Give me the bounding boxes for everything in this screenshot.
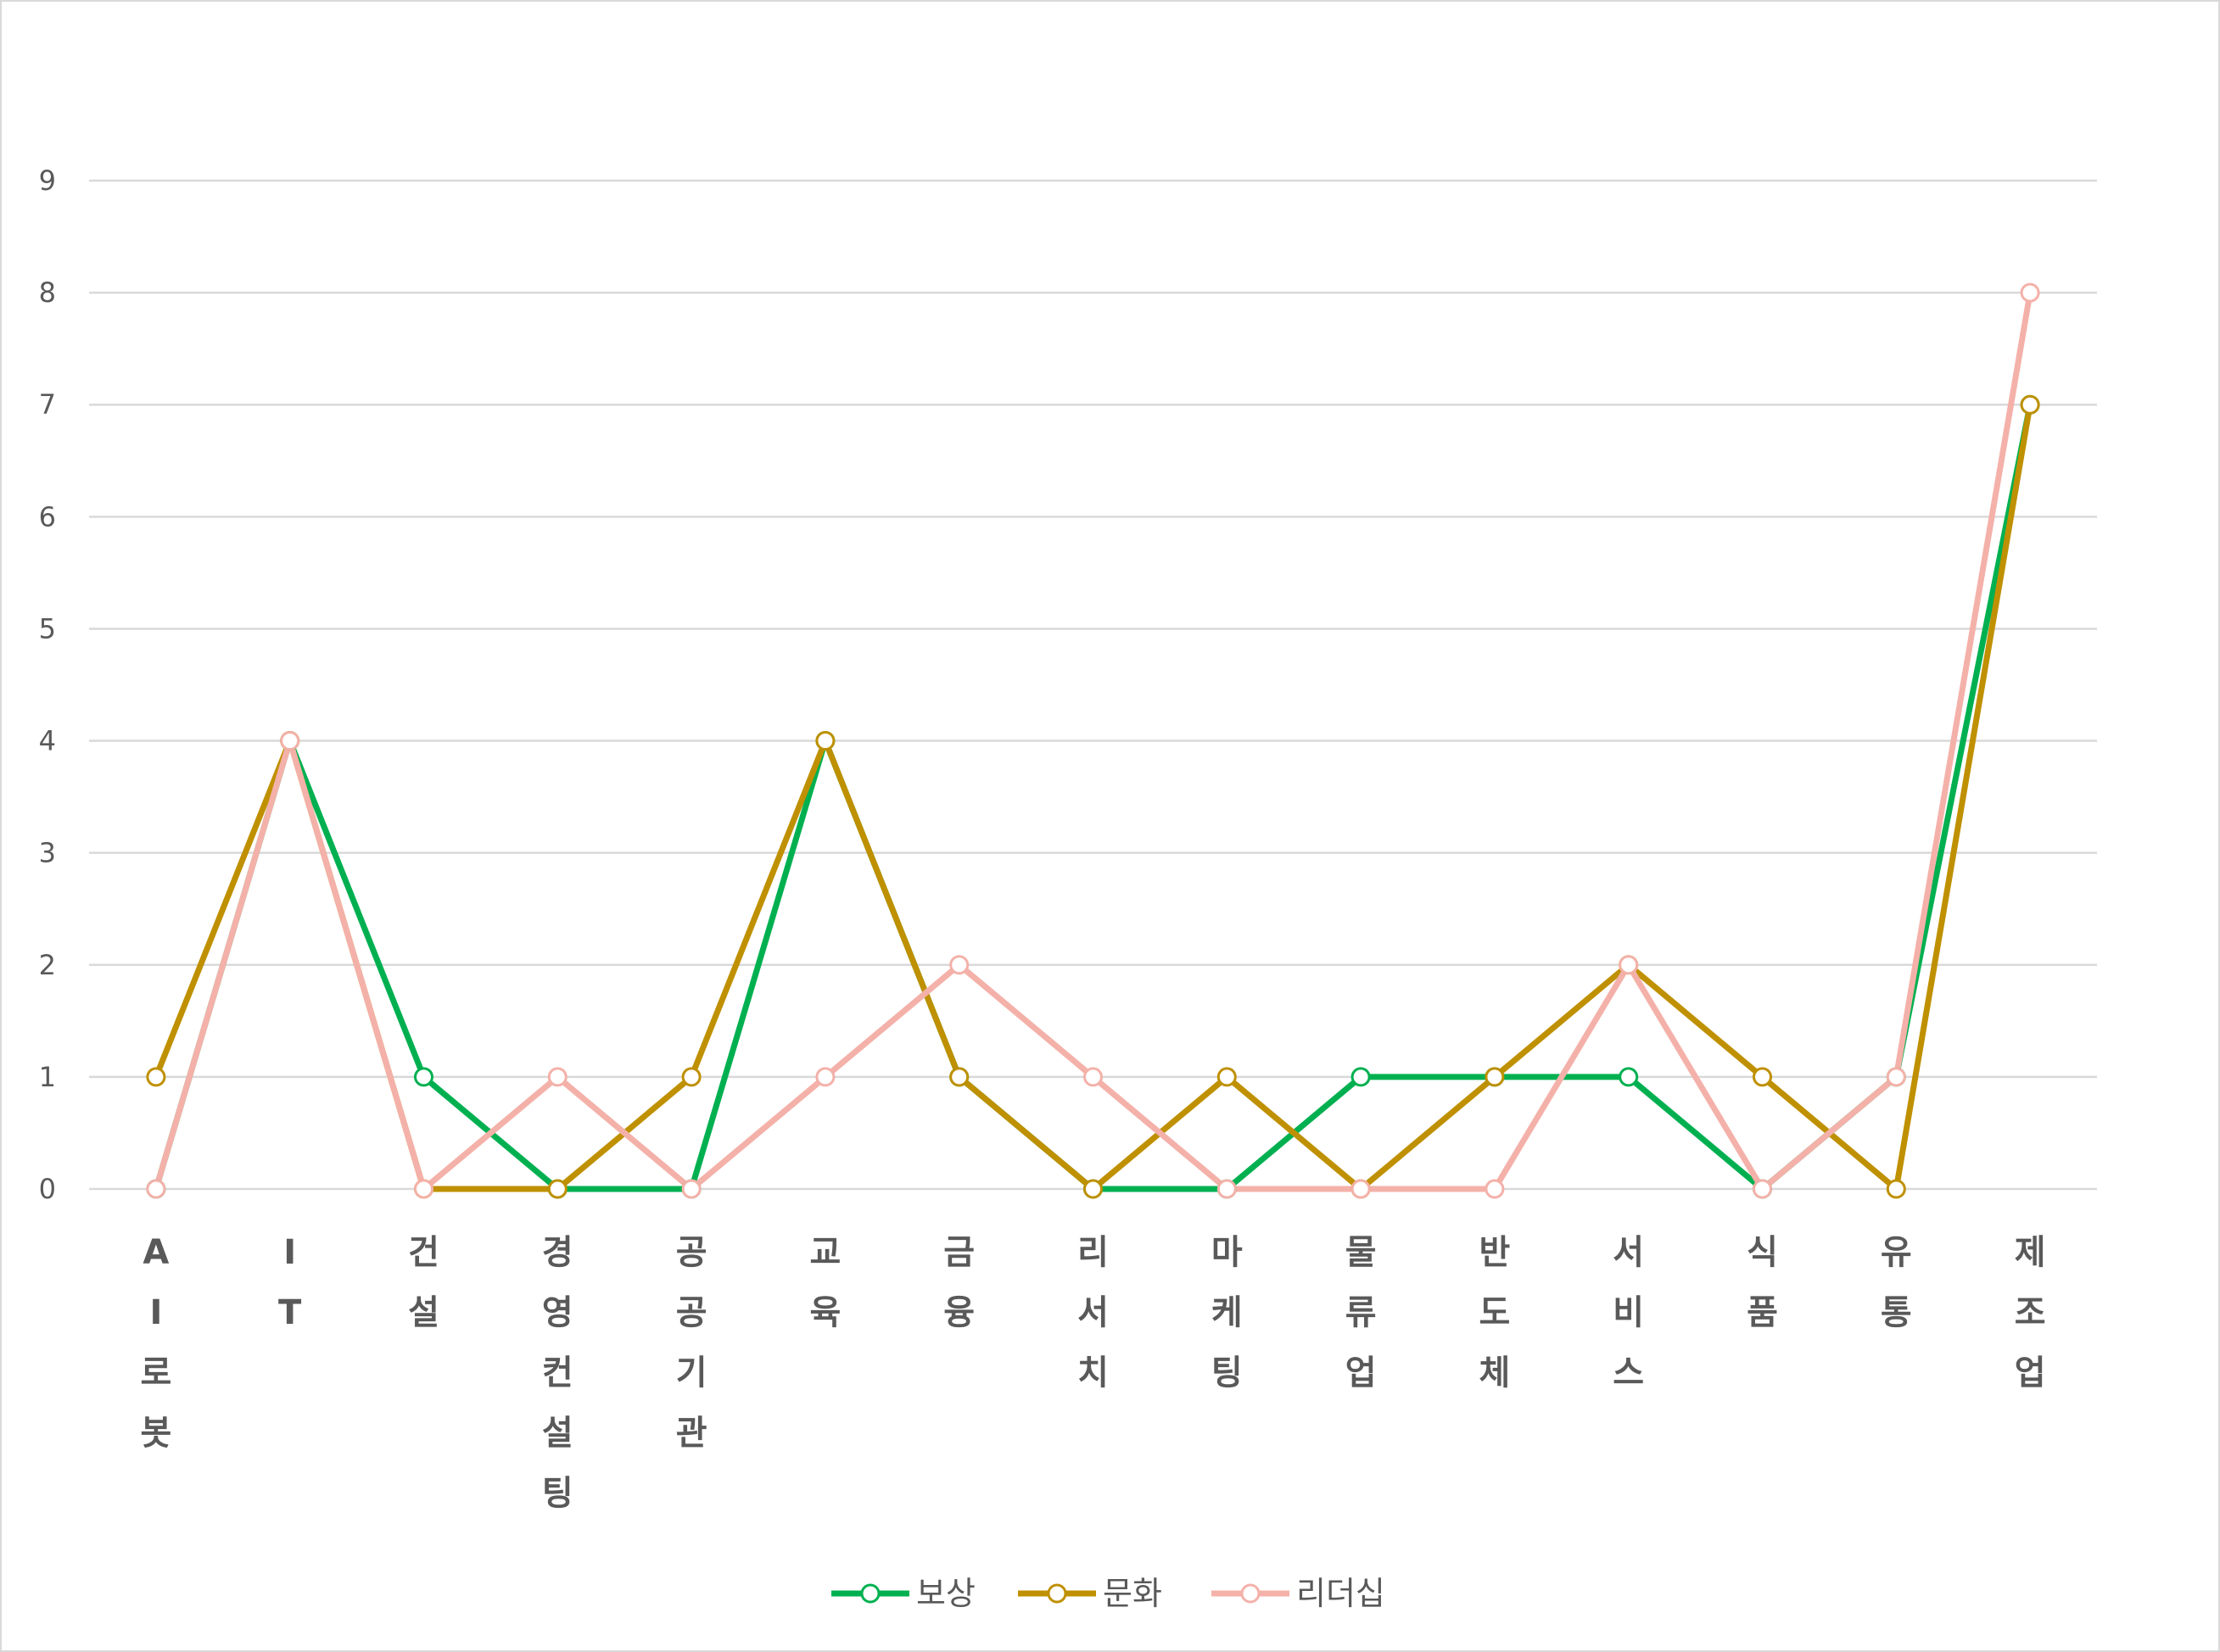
series-point-2-10 <box>1485 1179 1505 1199</box>
series-point-1-14 <box>2020 394 2040 415</box>
series-point-1-0 <box>146 1067 166 1087</box>
series-point-2-12 <box>1753 1179 1772 1199</box>
y-tick-label-1: 1 <box>39 1061 56 1093</box>
x-axis-labels: A I 로 봇 I T 건 설 경 영 컨 설 팅 공 공 기 관 교 육 금 융 리 서 치 마 케 팅 물 류 업 반 도 체 서 비 스 식 품 유 통… <box>140 1233 2045 1513</box>
series-point-0-9 <box>1350 1067 1371 1087</box>
series-point-1-5 <box>815 731 836 751</box>
series-point-1-12 <box>1753 1067 1772 1087</box>
legend-marker-0 <box>860 1583 881 1604</box>
y-tick-label-7: 7 <box>39 388 56 421</box>
y-tick-label-9: 9 <box>39 165 56 197</box>
series-point-2-4 <box>681 1179 702 1199</box>
y-tick-label-5: 5 <box>39 612 56 645</box>
series-point-2-7 <box>1083 1067 1103 1087</box>
legend-marker-1 <box>1047 1583 1067 1604</box>
legend-label-1: 문화 <box>1103 1575 1162 1612</box>
series-point-2-3 <box>547 1067 568 1087</box>
series-point-1-6 <box>949 1067 970 1087</box>
series-point-2-6 <box>949 955 970 975</box>
series-point-2-2 <box>414 1179 433 1199</box>
series-point-2-9 <box>1350 1179 1371 1199</box>
series-point-0-11 <box>1619 1067 1639 1087</box>
series-point-1-8 <box>1216 1067 1237 1087</box>
series-point-2-13 <box>1886 1067 1906 1087</box>
legend-label-2: 리더십 <box>1296 1575 1385 1612</box>
y-tick-label-0: 0 <box>39 1173 56 1205</box>
y-tick-label-6: 6 <box>39 500 56 533</box>
series-point-1-13 <box>1886 1179 1906 1199</box>
y-axis-labels: 0 1 2 3 4 5 6 7 8 9 <box>39 165 56 1205</box>
series-point-2-8 <box>1216 1179 1237 1199</box>
series-points <box>146 282 2040 1199</box>
series-point-2-1 <box>280 731 300 751</box>
series-point-1-3 <box>547 1179 568 1199</box>
series-point-1-4 <box>681 1067 702 1087</box>
series-point-1-7 <box>1083 1179 1103 1199</box>
series-point-1-10 <box>1485 1067 1505 1087</box>
series-point-2-5 <box>815 1067 836 1087</box>
series-point-2-11 <box>1619 955 1639 975</box>
y-tick-label-3: 3 <box>39 837 56 869</box>
legend: 보상 문화 리더십 <box>831 1575 1385 1612</box>
legend-label-0: 보상 <box>916 1575 976 1612</box>
y-tick-label-2: 2 <box>39 949 56 981</box>
y-tick-label-4: 4 <box>39 725 56 757</box>
series-point-0-2 <box>414 1067 433 1087</box>
series-point-2-14 <box>2020 282 2040 303</box>
gridlines <box>89 179 2097 1191</box>
legend-marker-2 <box>1240 1583 1261 1604</box>
y-tick-label-8: 8 <box>39 276 56 309</box>
series-point-2-0 <box>146 1179 166 1199</box>
